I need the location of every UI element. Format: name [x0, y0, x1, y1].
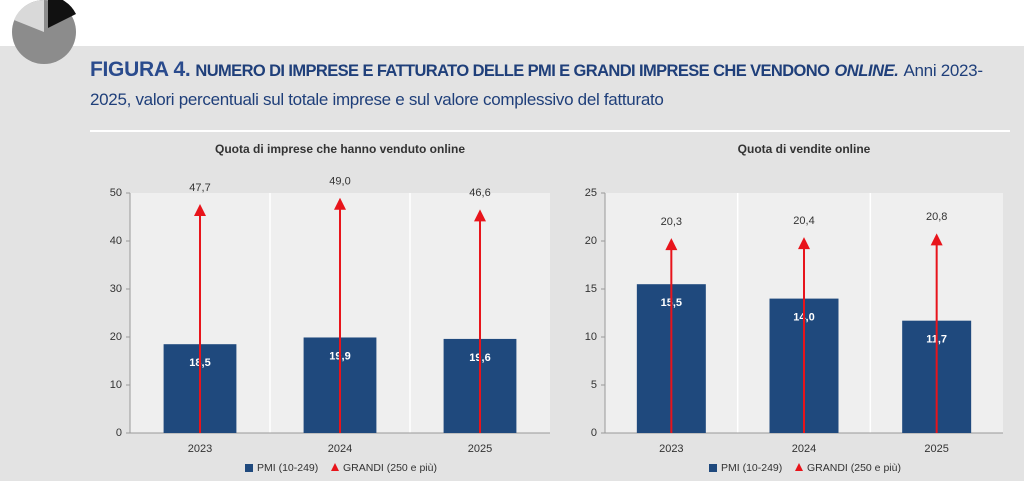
x-tick-label: 2023: [188, 443, 212, 455]
y-tick-label: 20: [585, 235, 597, 247]
arrow-head: [194, 204, 206, 217]
legend-swatch: [331, 463, 339, 471]
y-tick-label: 0: [591, 427, 597, 439]
legend-label: GRANDI (250 e più): [343, 462, 437, 474]
legend-label: PMI (10-249): [721, 462, 782, 474]
y-tick-label: 40: [110, 235, 122, 247]
arrow-head: [334, 197, 346, 210]
y-tick-label: 30: [110, 283, 122, 295]
y-tick-label: 5: [591, 379, 597, 391]
x-tick-label: 2025: [924, 443, 948, 455]
legend-label: GRANDI (250 e più): [807, 462, 901, 474]
title-main: NUMERO DI IMPRESE E FATTURATO DELLE PMI …: [195, 62, 830, 80]
arrow-value-label: 46,6: [469, 187, 490, 199]
arrow-value-label: 47,7: [189, 182, 210, 194]
legend-swatch: [709, 464, 717, 472]
legend-swatch: [245, 464, 253, 472]
figure-title: FIGURA 4. NUMERO DI IMPRESE E FATTURATO …: [90, 56, 1020, 114]
y-tick-label: 15: [585, 283, 597, 295]
arrow-value-label: 20,3: [661, 216, 682, 228]
arrow-head: [930, 233, 943, 246]
legend-label: PMI (10-249): [257, 462, 318, 474]
y-tick-label: 0: [116, 427, 122, 439]
chart-title: Quota di vendite online: [738, 142, 871, 156]
y-tick-label: 25: [585, 187, 597, 199]
chart-title: Quota di imprese che hanno venduto onlin…: [215, 142, 465, 156]
y-tick-label: 20: [110, 331, 122, 343]
arrow-head: [474, 209, 486, 222]
x-tick-label: 2025: [468, 443, 492, 455]
x-tick-label: 2024: [792, 443, 816, 455]
arrow-head: [665, 238, 678, 251]
title-italic: ONLINE.: [834, 62, 899, 80]
title-rest: Anni 2023-2025, valori percentuali sul t…: [90, 61, 983, 109]
x-tick-label: 2023: [659, 443, 683, 455]
arrow-value-label: 49,0: [329, 176, 350, 188]
legend-swatch: [795, 463, 803, 471]
arrow-value-label: 20,8: [926, 211, 947, 223]
y-tick-label: 10: [110, 379, 122, 391]
y-tick-label: 50: [110, 187, 122, 199]
figure-label: FIGURA 4.: [90, 58, 191, 81]
logo-pie: [12, 0, 76, 64]
arrow-value-label: 20,4: [793, 215, 814, 227]
y-tick-label: 10: [585, 331, 597, 343]
arrow-head: [798, 237, 810, 250]
x-tick-label: 2024: [328, 443, 352, 455]
